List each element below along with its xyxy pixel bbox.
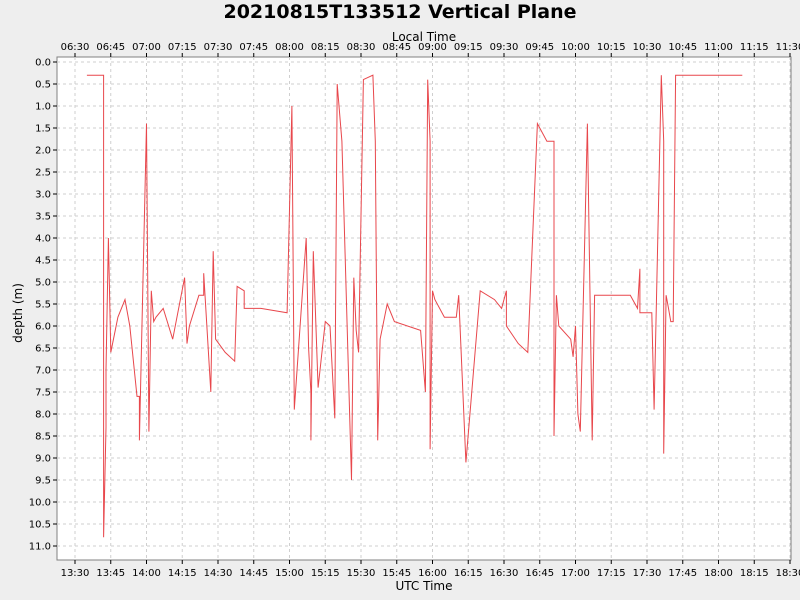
y-tick-label: 2.0 [35,146,51,157]
y-tick-label: 0.5 [35,80,51,91]
x-tick-label-top: 06:30 [61,42,90,53]
y-tick-label: 1.5 [35,124,51,135]
x-tick-label-top: 11:30 [776,42,800,53]
y-tick-label: 8.5 [35,432,51,443]
x-tick-label-bottom: 16:30 [490,568,519,579]
chart-title: 20210815T133512 Vertical Plane [223,1,576,23]
x-tick-label-top: 10:00 [561,42,590,53]
y-tick-label: 7.0 [35,366,51,377]
plot-area [56,56,792,561]
y-tick-label: 0.0 [35,58,51,69]
depth-series-line [86,74,743,538]
y-tick-label: 10.5 [29,520,51,531]
x-tick-label-top: 10:30 [633,42,662,53]
x-tick-label-top: 06:45 [96,42,125,53]
x-tick-label-bottom: 13:45 [96,568,125,579]
x-tick-label-bottom: 14:00 [132,568,161,579]
x-tick-label-top: 09:00 [418,42,447,53]
x-tick-label-bottom: 18:00 [704,568,733,579]
y-axis-title: depth (m) [11,283,25,343]
x-tick-label-bottom: 14:15 [168,568,197,579]
x-tick-label-bottom: 15:30 [347,568,376,579]
x-tick-label-top: 11:15 [740,42,769,53]
x-tick-label-bottom: 16:00 [418,568,447,579]
x-tick-label-bottom: 18:30 [776,568,800,579]
y-tick-label: 2.5 [35,168,51,179]
x-tick-label-top: 11:00 [704,42,733,53]
x-tick-label-top: 09:30 [490,42,519,53]
y-tick-label: 9.5 [35,476,51,487]
axis-ticks: 13:30 13:45 14:00 14:15 14:30 14:45 15:00 15:15… [29,42,800,579]
x-tick-label-top: 08:30 [347,42,376,53]
x-tick-label-bottom: 17:00 [561,568,590,579]
x-tick-label-top: 08:45 [382,42,411,53]
x-tick-label-top: 07:00 [132,42,161,53]
x-tick-label-bottom: 15:00 [275,568,304,579]
x-tick-label-bottom: 17:30 [633,568,662,579]
y-tick-label: 5.5 [35,300,51,311]
x-tick-label-bottom: 13:30 [61,568,90,579]
x-tick-label-bottom: 17:45 [668,568,697,579]
y-tick-label: 8.0 [35,410,51,421]
x-tick-label-top: 07:15 [168,42,197,53]
x-tick-label-bottom: 18:15 [740,568,769,579]
y-tick-label: 7.5 [35,388,51,399]
x-tick-label-bottom: 16:15 [454,568,483,579]
x-tick-label-top: 07:30 [204,42,233,53]
x-tick-label-bottom: 17:15 [597,568,626,579]
y-tick-label: 11.0 [29,542,51,553]
x-tick-label-top: 07:45 [239,42,268,53]
y-tick-label: 6.0 [35,322,51,333]
y-tick-label: 4.5 [35,256,51,267]
y-tick-label: 9.0 [35,454,51,465]
grid-lines [57,57,791,560]
y-tick-label: 3.0 [35,190,51,201]
y-tick-label: 1.0 [35,102,51,113]
y-tick-label: 3.5 [35,212,51,223]
x-tick-label-top: 08:15 [311,42,340,53]
x-tick-label-bottom: 15:45 [382,568,411,579]
bottom-axis-title: UTC Time [396,579,453,593]
x-tick-label-bottom: 14:45 [239,568,268,579]
y-tick-label: 5.0 [35,278,51,289]
x-tick-label-top: 09:45 [525,42,554,53]
x-tick-label-top: 10:45 [668,42,697,53]
x-tick-label-bottom: 16:45 [525,568,554,579]
x-tick-label-top: 10:15 [597,42,626,53]
x-tick-label-bottom: 14:30 [204,568,233,579]
top-axis-title: Local Time [392,30,456,44]
x-tick-label-top: 09:15 [454,42,483,53]
y-tick-label: 6.5 [35,344,51,355]
y-tick-label: 10.0 [29,498,51,509]
x-tick-label-bottom: 15:15 [311,568,340,579]
series-layer [86,74,743,538]
x-tick-label-top: 08:00 [275,42,304,53]
y-tick-label: 4.0 [35,234,51,245]
